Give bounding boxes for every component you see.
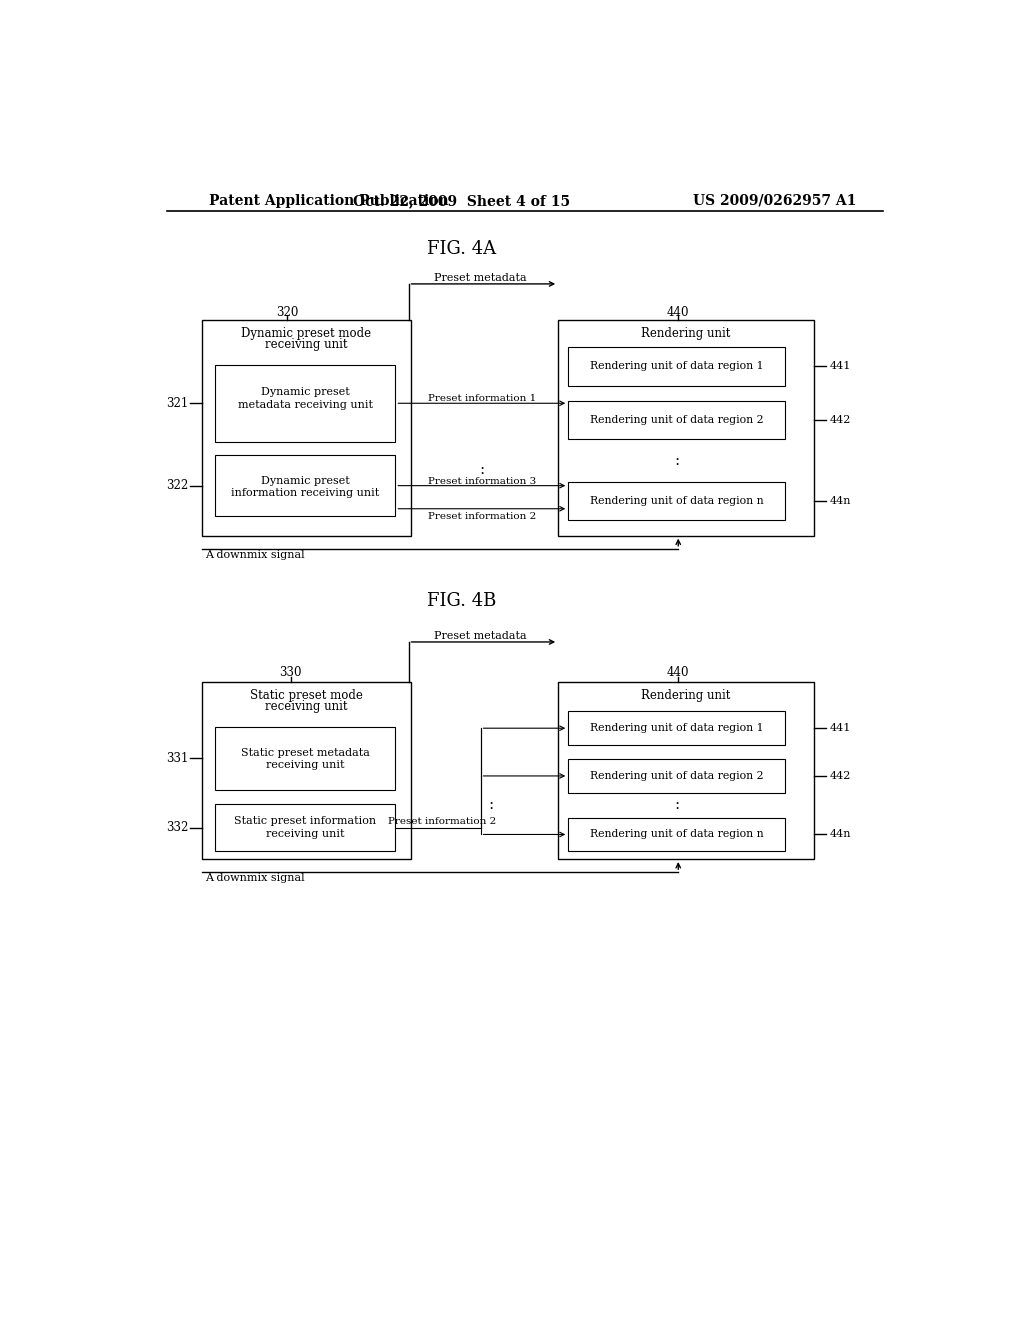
- Text: Rendering unit of data region n: Rendering unit of data region n: [590, 829, 764, 840]
- Bar: [215, 455, 395, 516]
- Bar: [568, 347, 785, 385]
- Text: Dynamic preset mode: Dynamic preset mode: [242, 327, 372, 341]
- Text: 44n: 44n: [829, 496, 851, 506]
- Text: Preset information 2: Preset information 2: [388, 817, 496, 826]
- Text: metadata receiving unit: metadata receiving unit: [238, 400, 373, 409]
- Text: Oct. 22, 2009  Sheet 4 of 15: Oct. 22, 2009 Sheet 4 of 15: [352, 194, 569, 207]
- Text: Static preset mode: Static preset mode: [250, 689, 362, 702]
- Bar: [568, 711, 785, 744]
- Bar: [568, 401, 785, 440]
- Text: 44n: 44n: [829, 829, 851, 840]
- Text: 441: 441: [829, 723, 851, 733]
- Text: information receiving unit: information receiving unit: [231, 488, 379, 499]
- Text: receiving unit: receiving unit: [266, 760, 344, 770]
- Text: Preset information 3: Preset information 3: [428, 477, 536, 486]
- Bar: [215, 364, 395, 442]
- Text: 442: 442: [829, 416, 851, 425]
- Text: Rendering unit of data region 2: Rendering unit of data region 2: [590, 771, 764, 781]
- Text: :: :: [488, 799, 494, 812]
- Text: Patent Application Publication: Patent Application Publication: [209, 194, 449, 207]
- Text: Static preset metadata: Static preset metadata: [241, 748, 370, 758]
- Bar: [558, 321, 814, 536]
- Text: :: :: [674, 799, 679, 812]
- Text: 321: 321: [166, 397, 188, 409]
- Text: Rendering unit of data region 1: Rendering unit of data region 1: [590, 362, 764, 371]
- Text: 331: 331: [166, 751, 188, 764]
- Text: 440: 440: [667, 667, 689, 680]
- Text: FIG. 4B: FIG. 4B: [427, 593, 496, 610]
- Text: 330: 330: [280, 667, 302, 680]
- Bar: [202, 321, 411, 536]
- Text: receiving unit: receiving unit: [266, 829, 344, 838]
- Bar: [215, 804, 395, 851]
- Text: Dynamic preset: Dynamic preset: [261, 477, 349, 486]
- Text: Rendering unit: Rendering unit: [641, 327, 731, 341]
- Bar: [202, 682, 411, 859]
- Bar: [568, 759, 785, 793]
- Text: 442: 442: [829, 771, 851, 781]
- Text: Rendering unit of data region 2: Rendering unit of data region 2: [590, 416, 764, 425]
- Text: Static preset information: Static preset information: [234, 816, 376, 826]
- Text: 322: 322: [166, 479, 188, 492]
- Text: receiving unit: receiving unit: [265, 338, 347, 351]
- Text: Preset information 1: Preset information 1: [428, 395, 536, 403]
- Bar: [215, 726, 395, 789]
- Text: Preset information 2: Preset information 2: [428, 512, 536, 521]
- Text: 440: 440: [667, 306, 689, 319]
- Bar: [568, 482, 785, 520]
- Text: receiving unit: receiving unit: [265, 700, 347, 713]
- Text: :: :: [479, 463, 484, 478]
- Text: A downmix signal: A downmix signal: [206, 874, 305, 883]
- Text: :: :: [674, 454, 679, 469]
- Bar: [558, 682, 814, 859]
- Text: 441: 441: [829, 362, 851, 371]
- Text: FIG. 4A: FIG. 4A: [427, 240, 496, 259]
- Text: US 2009/0262957 A1: US 2009/0262957 A1: [693, 194, 856, 207]
- Text: Preset metadata: Preset metadata: [434, 273, 526, 282]
- Text: 332: 332: [166, 821, 188, 834]
- Text: A downmix signal: A downmix signal: [206, 550, 305, 560]
- Bar: [568, 817, 785, 851]
- Text: Preset metadata: Preset metadata: [434, 631, 526, 640]
- Text: 320: 320: [275, 306, 298, 319]
- Text: Dynamic preset: Dynamic preset: [261, 388, 349, 397]
- Text: Rendering unit of data region 1: Rendering unit of data region 1: [590, 723, 764, 733]
- Text: Rendering unit of data region n: Rendering unit of data region n: [590, 496, 764, 506]
- Text: Rendering unit: Rendering unit: [641, 689, 731, 702]
